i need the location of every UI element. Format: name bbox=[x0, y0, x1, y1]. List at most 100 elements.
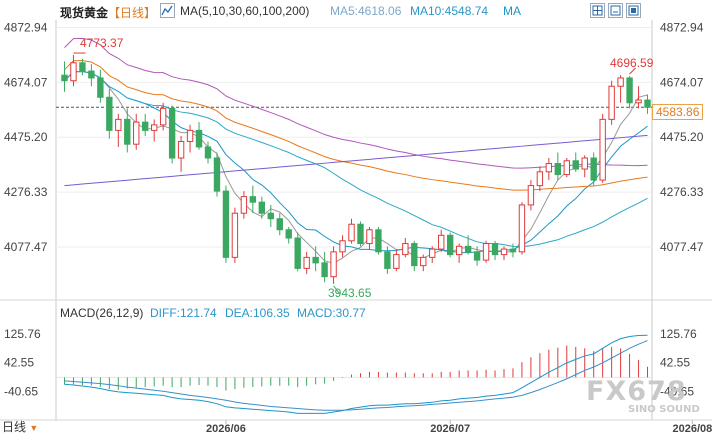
candle-body bbox=[473, 251, 481, 261]
ma-settings-icon[interactable] bbox=[160, 3, 175, 18]
candle-body bbox=[177, 140, 185, 159]
minimize-icon[interactable] bbox=[608, 3, 623, 18]
candle-body bbox=[70, 62, 77, 82]
candle bbox=[420, 254, 427, 272]
macd-tick-left: -40.65 bbox=[4, 384, 38, 398]
candle bbox=[150, 119, 158, 142]
candle-body bbox=[115, 118, 122, 131]
candle-body bbox=[500, 248, 508, 256]
candle bbox=[339, 235, 346, 258]
candle-body bbox=[133, 121, 140, 145]
candle bbox=[115, 113, 122, 147]
ma100-line bbox=[64, 59, 648, 191]
ma200-line bbox=[64, 134, 648, 187]
high-annotation: 4773.37 bbox=[80, 36, 124, 50]
macd-tick-right: -40.65 bbox=[660, 384, 694, 398]
candle bbox=[429, 246, 436, 263]
candle-body bbox=[411, 243, 418, 267]
candle bbox=[482, 240, 490, 263]
candle bbox=[106, 89, 113, 139]
candle bbox=[617, 75, 624, 103]
candle-body bbox=[142, 121, 149, 131]
candle-body bbox=[330, 251, 337, 278]
price-tick-right: 4872.94 bbox=[660, 20, 704, 34]
watermark-sub: SINO SOUND bbox=[628, 404, 700, 415]
candle bbox=[554, 152, 562, 181]
candle bbox=[545, 158, 553, 181]
candle bbox=[536, 166, 544, 192]
candle-body bbox=[303, 256, 310, 269]
candle-body bbox=[590, 157, 597, 181]
symbol-name: 现货黄金 bbox=[60, 6, 109, 20]
candle-body bbox=[79, 62, 86, 72]
candle bbox=[644, 94, 651, 114]
candle bbox=[411, 240, 418, 272]
candle bbox=[195, 122, 203, 150]
candle bbox=[563, 158, 570, 178]
macd-tick-right: 125.76 bbox=[660, 327, 697, 341]
ma5-line bbox=[64, 71, 648, 264]
candle-body bbox=[581, 157, 588, 170]
candle-body bbox=[204, 146, 212, 159]
candle bbox=[177, 135, 185, 172]
footer-period-tab[interactable]: 日线 ▼ bbox=[2, 418, 38, 435]
ma10-value: MA10:4548.74 bbox=[410, 4, 489, 18]
candle-body bbox=[536, 171, 544, 187]
candle bbox=[133, 113, 140, 150]
candle-body bbox=[213, 157, 221, 192]
candle bbox=[249, 185, 257, 214]
candle bbox=[402, 238, 409, 258]
candle-body bbox=[509, 248, 517, 253]
recent-high-annotation: 4696.59 bbox=[610, 56, 654, 70]
candle-body bbox=[554, 163, 562, 176]
macd-dea-value: DEA:106.35 bbox=[225, 306, 290, 320]
candle bbox=[240, 191, 248, 219]
candle-body bbox=[635, 99, 642, 104]
candle bbox=[97, 69, 104, 103]
current-price-tag: 4583.86 bbox=[652, 104, 704, 120]
candle-body bbox=[294, 237, 301, 269]
macd-tick-right: 42.55 bbox=[660, 356, 690, 370]
candle bbox=[635, 86, 642, 109]
candle-body bbox=[420, 256, 427, 267]
candle bbox=[375, 227, 382, 255]
footer-period-label: 日线 bbox=[2, 420, 27, 434]
x-tick-label: 2026/07 bbox=[430, 423, 470, 434]
candle-body bbox=[186, 129, 194, 142]
candle-body bbox=[375, 229, 382, 253]
candle-body bbox=[285, 229, 292, 239]
candle-body bbox=[482, 243, 490, 261]
candle bbox=[348, 218, 355, 244]
period-label[interactable]: 【日线】 bbox=[108, 6, 157, 20]
candle bbox=[455, 243, 463, 263]
candle-body bbox=[393, 254, 400, 269]
candle bbox=[608, 80, 615, 125]
price-tick-left: 4475.20 bbox=[4, 130, 48, 144]
maximize-icon[interactable] bbox=[626, 3, 641, 18]
candle bbox=[393, 249, 400, 272]
candle-body bbox=[195, 129, 203, 148]
grid-icon[interactable] bbox=[590, 3, 605, 18]
price-tick-right: 4077.47 bbox=[660, 240, 704, 254]
candle bbox=[572, 152, 579, 172]
candle bbox=[142, 113, 149, 136]
candle bbox=[303, 251, 310, 274]
candle bbox=[258, 196, 266, 219]
macd-tick-left: 42.55 bbox=[4, 356, 34, 370]
candle-body bbox=[88, 70, 95, 79]
candle bbox=[294, 232, 301, 272]
watermark-logo: FX678 bbox=[586, 376, 687, 407]
candle bbox=[231, 207, 239, 263]
candle-body bbox=[608, 85, 615, 120]
candle bbox=[222, 185, 230, 263]
candle-body bbox=[617, 77, 624, 87]
x-tick-label: 2026/06 bbox=[206, 423, 246, 434]
candle bbox=[509, 243, 517, 258]
candle bbox=[88, 64, 95, 87]
candle-body bbox=[312, 256, 319, 264]
candle bbox=[446, 232, 454, 258]
macd-value: MACD:30.77 bbox=[297, 306, 366, 320]
candle bbox=[159, 102, 167, 131]
candle bbox=[626, 76, 633, 109]
